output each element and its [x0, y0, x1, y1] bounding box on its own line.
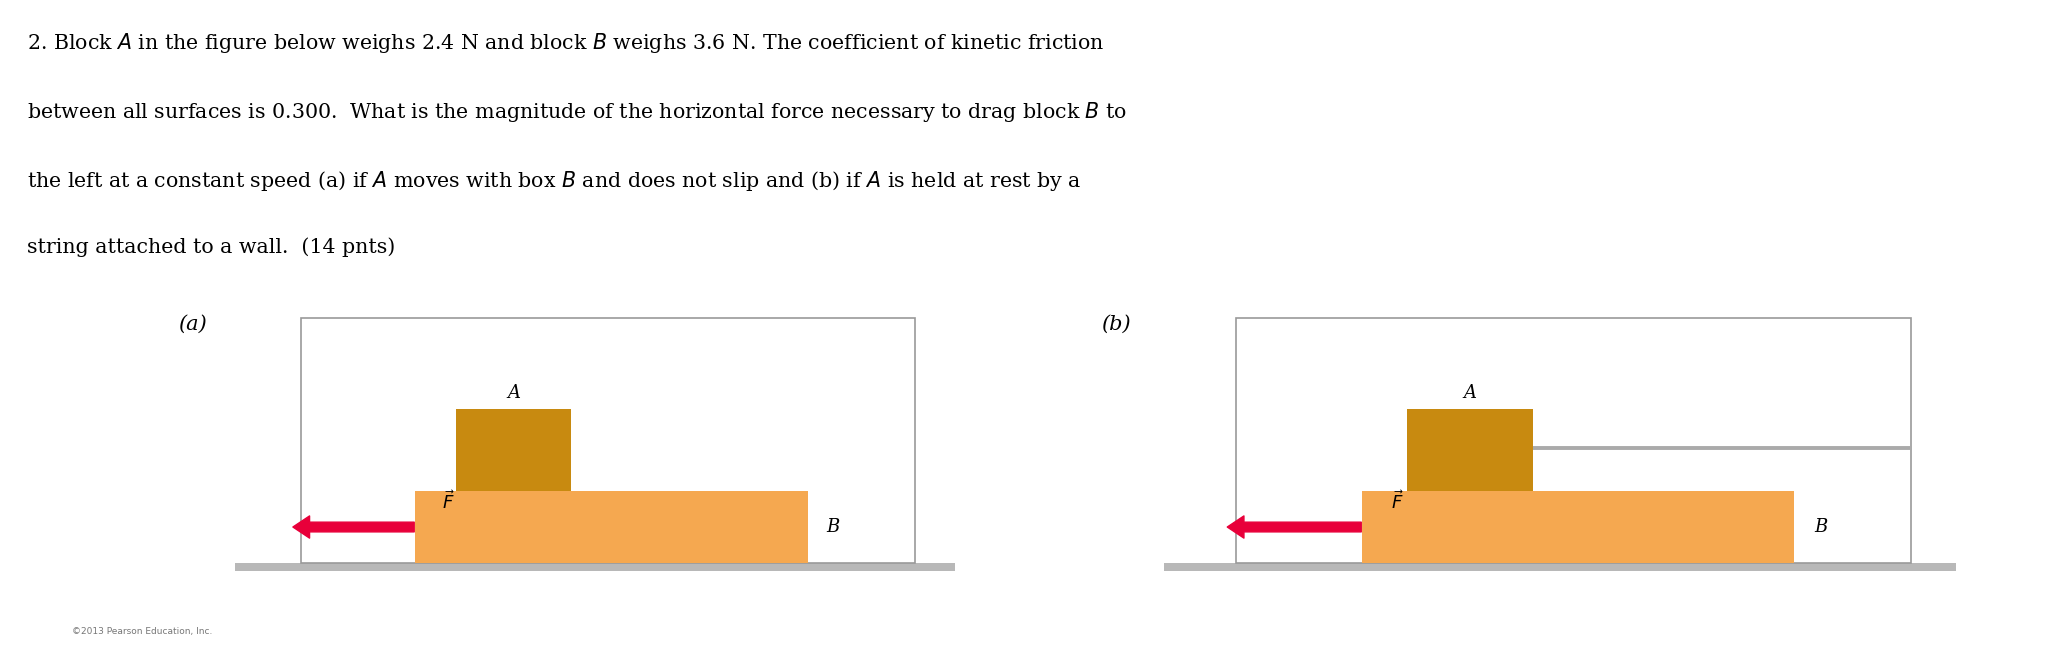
- Bar: [456, 409, 571, 492]
- Bar: [415, 492, 808, 562]
- Bar: [1236, 318, 1911, 562]
- Text: (b): (b): [1101, 314, 1131, 333]
- Text: A: A: [1463, 384, 1477, 402]
- Bar: [301, 318, 915, 562]
- Bar: [1164, 562, 1956, 571]
- Bar: [1363, 492, 1794, 562]
- Text: string attached to a wall.  (14 pnts): string attached to a wall. (14 pnts): [27, 238, 395, 257]
- Text: the left at a constant speed (a) if $\mathit{A}$ moves with box $\mathit{B}$ and: the left at a constant speed (a) if $\ma…: [27, 169, 1080, 193]
- Text: $\vec{F}$: $\vec{F}$: [442, 490, 454, 513]
- Text: A: A: [507, 384, 520, 402]
- Text: (a): (a): [178, 314, 207, 333]
- Bar: [235, 562, 955, 571]
- Text: $\vec{F}$: $\vec{F}$: [1391, 490, 1404, 513]
- Bar: [1408, 409, 1532, 492]
- Text: B: B: [827, 518, 839, 536]
- Text: ©2013 Pearson Education, Inc.: ©2013 Pearson Education, Inc.: [72, 627, 213, 636]
- Text: 2. Block $\mathit{A}$ in the figure below weighs 2.4 N and block $\mathit{B}$ we: 2. Block $\mathit{A}$ in the figure belo…: [27, 31, 1105, 55]
- Text: between all surfaces is 0.300.  What is the magnitude of the horizontal force ne: between all surfaces is 0.300. What is t…: [27, 100, 1127, 124]
- Text: B: B: [1815, 518, 1827, 536]
